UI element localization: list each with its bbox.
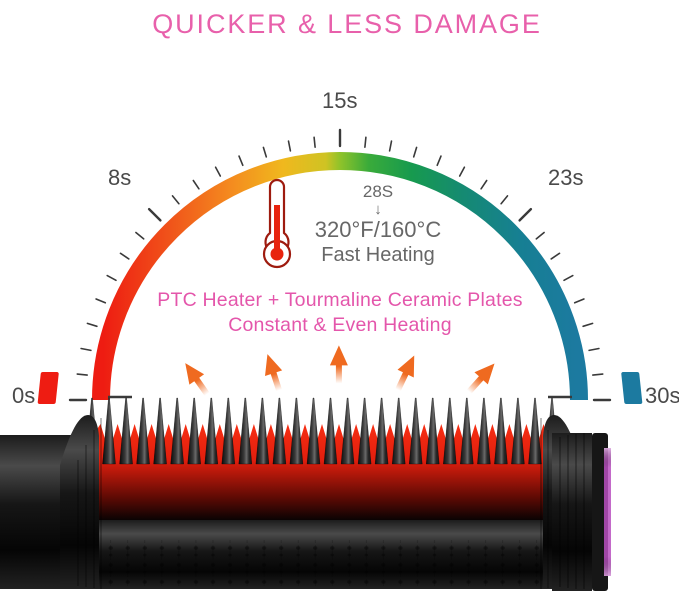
svg-text:Constant & Even Heating: Constant & Even Heating [228,314,452,336]
svg-text:8s: 8s [108,165,131,190]
svg-text:PTC Heater + Tourmaline Cerami: PTC Heater + Tourmaline Ceramic Plates [157,289,522,311]
svg-text:30s: 30s [645,383,679,408]
svg-text:Fast Heating: Fast Heating [321,244,434,266]
svg-text:15s: 15s [322,88,357,113]
svg-text:QUICKER & LESS DAMAGE: QUICKER & LESS DAMAGE [152,9,542,39]
svg-text:320°F/160°C: 320°F/160°C [315,217,442,242]
svg-text:28S: 28S [363,182,393,201]
svg-text:↓: ↓ [374,201,382,218]
svg-text:0s: 0s [12,383,35,408]
svg-text:23s: 23s [548,165,583,190]
